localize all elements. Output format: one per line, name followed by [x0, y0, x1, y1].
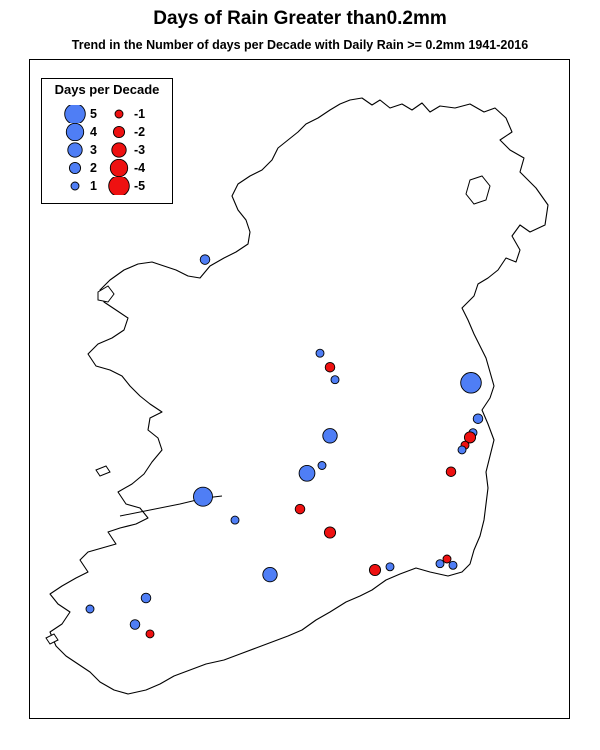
- station-marker-19: [435, 559, 445, 569]
- positive-legend-circle: [67, 142, 83, 158]
- negative-legend-symbol: [112, 125, 126, 139]
- negative-legend-circle: [109, 159, 129, 177]
- positive-legend-symbol: [67, 142, 83, 158]
- positive-legend-label: 4: [90, 125, 97, 139]
- positive-legend-row: 4: [64, 123, 124, 141]
- negative-legend-row: -5: [108, 177, 168, 195]
- negative-legend-label: -5: [134, 179, 146, 193]
- station-marker-12: [298, 464, 316, 482]
- aran-islands: [95, 465, 111, 477]
- negative-legend-symbol: [109, 159, 129, 177]
- positive-legend-symbol: [65, 123, 85, 141]
- achill-island: [97, 285, 115, 303]
- station-marker-25: [85, 604, 95, 614]
- station-marker-16: [230, 515, 240, 525]
- negative-legend-circle: [111, 142, 127, 158]
- positive-legend-circle: [70, 181, 80, 191]
- negative-legend-circle: [112, 125, 126, 139]
- ireland-landmass: [49, 97, 549, 695]
- positive-legend-symbol: [64, 105, 86, 123]
- station-marker-17: [323, 526, 337, 539]
- negative-legend-label: -2: [134, 125, 146, 139]
- positive-legend-label: 5: [90, 107, 97, 121]
- ireland-coastline: [45, 97, 549, 695]
- negative-legend-row: -3: [108, 141, 168, 159]
- positive-legend-label: 2: [90, 161, 97, 175]
- positive-legend-circle: [68, 161, 82, 175]
- station-marker-14: [193, 486, 213, 507]
- station-marker-24: [140, 592, 152, 604]
- positive-legend-row: 5: [64, 105, 124, 123]
- station-marker-22: [368, 563, 382, 577]
- station-marker-18: [442, 554, 452, 564]
- legend-title: Days per Decade: [54, 82, 160, 97]
- positive-legend-row: 3: [64, 141, 124, 159]
- negative-legend-symbol: [111, 142, 127, 158]
- negative-legend-label: -4: [134, 161, 146, 175]
- negative-legend-row: -2: [108, 123, 168, 141]
- positive-legend-row: 2: [64, 159, 124, 177]
- station-marker-23: [262, 566, 278, 583]
- station-marker-27: [145, 629, 155, 639]
- positive-legend-label: 3: [90, 143, 97, 157]
- station-marker-9: [457, 445, 467, 455]
- negative-legend-symbol: [114, 109, 124, 119]
- station-marker-1: [460, 372, 482, 394]
- station-marker-0: [199, 254, 211, 265]
- map-subtitle: Trend in the Number of days per Decade w…: [71, 38, 529, 52]
- negative-legend-row: -1: [108, 105, 168, 123]
- station-marker-15: [294, 503, 306, 515]
- station-marker-5: [472, 413, 484, 424]
- negative-legend-circle: [108, 177, 130, 195]
- legend: Days per Decade 5 4 3 2 1 -1 -2 -3 -4 -5: [41, 78, 173, 204]
- station-markers: [85, 254, 484, 639]
- station-marker-7: [463, 431, 477, 444]
- valentia-island: [45, 633, 59, 645]
- station-marker-2: [315, 348, 325, 358]
- positive-legend-symbol: [68, 161, 82, 175]
- station-marker-10: [322, 428, 338, 444]
- map-title: Days of Rain Greater than0.2mm: [153, 8, 447, 29]
- lough-neagh: [465, 175, 491, 205]
- negative-legend-circle: [114, 109, 124, 119]
- station-marker-3: [324, 361, 336, 373]
- station-marker-13: [445, 466, 457, 477]
- station-marker-4: [330, 375, 340, 385]
- map-frame: [29, 59, 570, 719]
- negative-legend-row: -4: [108, 159, 168, 177]
- positive-legend-circle: [64, 105, 86, 123]
- station-marker-11: [317, 461, 327, 470]
- negative-legend-symbol: [108, 177, 130, 195]
- negative-legend-label: -1: [134, 107, 146, 121]
- station-marker-20: [448, 560, 458, 570]
- positive-legend-symbol: [70, 181, 80, 191]
- positive-legend-row: 1: [64, 177, 124, 195]
- station-marker-26: [129, 619, 141, 630]
- positive-legend-label: 1: [90, 179, 97, 193]
- negative-legend-label: -3: [134, 143, 146, 157]
- station-marker-21: [385, 562, 395, 572]
- positive-legend-circle: [65, 123, 85, 141]
